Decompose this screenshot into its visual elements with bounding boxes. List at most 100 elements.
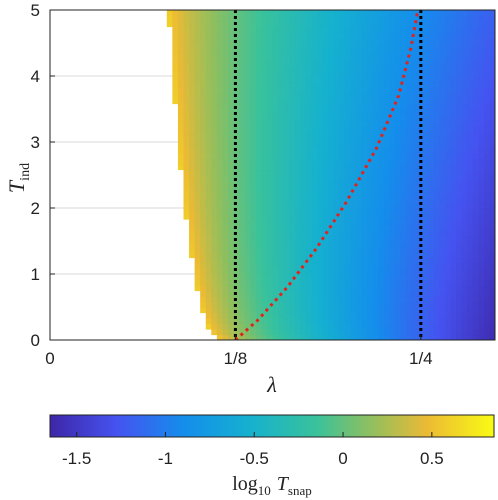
heatmap-cell [428, 164, 435, 171]
heatmap-cell [266, 70, 274, 77]
heatmap-cell [389, 65, 396, 72]
heatmap-cell [305, 21, 313, 28]
heatmap-cell [294, 131, 301, 138]
heatmap-cell [444, 131, 452, 138]
heatmap-cell [250, 191, 257, 198]
heatmap-cell [350, 32, 357, 39]
heatmap-cell [216, 312, 224, 319]
heatmap-cell [428, 241, 435, 248]
heatmap-cell [272, 153, 279, 160]
heatmap-cell [333, 301, 340, 308]
heatmap-cell [255, 48, 262, 55]
heatmap-cell [250, 158, 257, 165]
heatmap-cell [450, 252, 457, 259]
heatmap-cell [300, 296, 307, 303]
heatmap-cell [344, 307, 351, 314]
heatmap-cell [350, 81, 357, 88]
heatmap-cell [189, 142, 196, 149]
heatmap-cell [422, 257, 429, 264]
heatmap-cell [317, 109, 324, 116]
heatmap-cell [428, 10, 435, 17]
heatmap-cell [483, 175, 491, 182]
heatmap-cell [244, 323, 251, 330]
heatmap-cell [211, 252, 218, 259]
heatmap-cell [205, 43, 212, 50]
heatmap-cell [233, 125, 240, 132]
heatmap-cell [411, 81, 418, 88]
heatmap-cell [289, 169, 296, 176]
heatmap-cell [450, 32, 457, 39]
heatmap-cell [183, 48, 190, 55]
y-tick-label: 5 [31, 1, 40, 20]
heatmap-cell [200, 197, 207, 204]
heatmap-cell [406, 279, 413, 286]
heatmap-cell [394, 81, 402, 88]
heatmap-cell [389, 109, 396, 116]
heatmap-cell [250, 175, 257, 182]
heatmap-cell [467, 92, 474, 99]
heatmap-cell [233, 186, 240, 193]
heatmap-cell [194, 153, 201, 160]
heatmap-cell [266, 263, 274, 270]
heatmap-cell [189, 26, 196, 33]
heatmap-cell [305, 279, 313, 286]
heatmap-cell [355, 54, 363, 61]
heatmap-cell [166, 21, 173, 28]
heatmap-cell [355, 279, 363, 286]
heatmap-cell [222, 263, 229, 270]
heatmap-cell [411, 87, 418, 94]
heatmap-cell [411, 252, 418, 259]
heatmap-cell [411, 274, 418, 281]
heatmap-cell [467, 103, 474, 110]
heatmap-cell [317, 169, 324, 176]
heatmap-cell [194, 263, 201, 270]
heatmap-cell [289, 43, 296, 50]
heatmap-cell [177, 21, 185, 28]
heatmap-cell [344, 81, 351, 88]
heatmap-cell [283, 285, 290, 292]
heatmap-cell [456, 131, 463, 138]
heatmap-cell [311, 312, 318, 319]
heatmap-cell [172, 48, 179, 55]
heatmap-cell [272, 197, 279, 204]
heatmap-cell [311, 202, 318, 209]
heatmap-cell [367, 125, 374, 132]
heatmap-cell [266, 65, 274, 72]
heatmap-cell [228, 37, 235, 44]
heatmap-cell [439, 32, 446, 39]
heatmap-cell [422, 219, 429, 226]
heatmap-cell [467, 136, 474, 143]
heatmap-cell [456, 323, 463, 330]
heatmap-cell [266, 21, 274, 28]
heatmap-cell [333, 43, 340, 50]
heatmap-cell [372, 109, 379, 116]
heatmap-cell [261, 241, 268, 248]
heatmap-cell [406, 301, 413, 308]
heatmap-cell [317, 290, 324, 297]
heatmap-cell [444, 257, 452, 264]
heatmap-cell [478, 136, 485, 143]
heatmap-cell [439, 48, 446, 55]
heatmap-cell [278, 301, 285, 308]
heatmap-cell [389, 70, 396, 77]
heatmap-cell [239, 48, 246, 55]
heatmap-cell [200, 136, 207, 143]
heatmap-cell [344, 202, 351, 209]
heatmap-cell [239, 301, 246, 308]
heatmap-cell [261, 87, 268, 94]
heatmap-cell [478, 235, 485, 242]
heatmap-cell [478, 224, 485, 231]
heatmap-cell [194, 279, 201, 286]
heatmap-cell [433, 54, 440, 61]
heatmap-cell [450, 279, 457, 286]
heatmap-cell [478, 169, 485, 176]
heatmap-cell [289, 274, 296, 281]
heatmap-cell [300, 37, 307, 44]
heatmap-cell [417, 191, 424, 198]
heatmap-cell [183, 26, 190, 33]
heatmap-cell [339, 191, 346, 198]
heatmap-cell [450, 92, 457, 99]
heatmap-cell [417, 208, 424, 215]
heatmap-cell [350, 230, 357, 237]
heatmap-cell [283, 87, 290, 94]
